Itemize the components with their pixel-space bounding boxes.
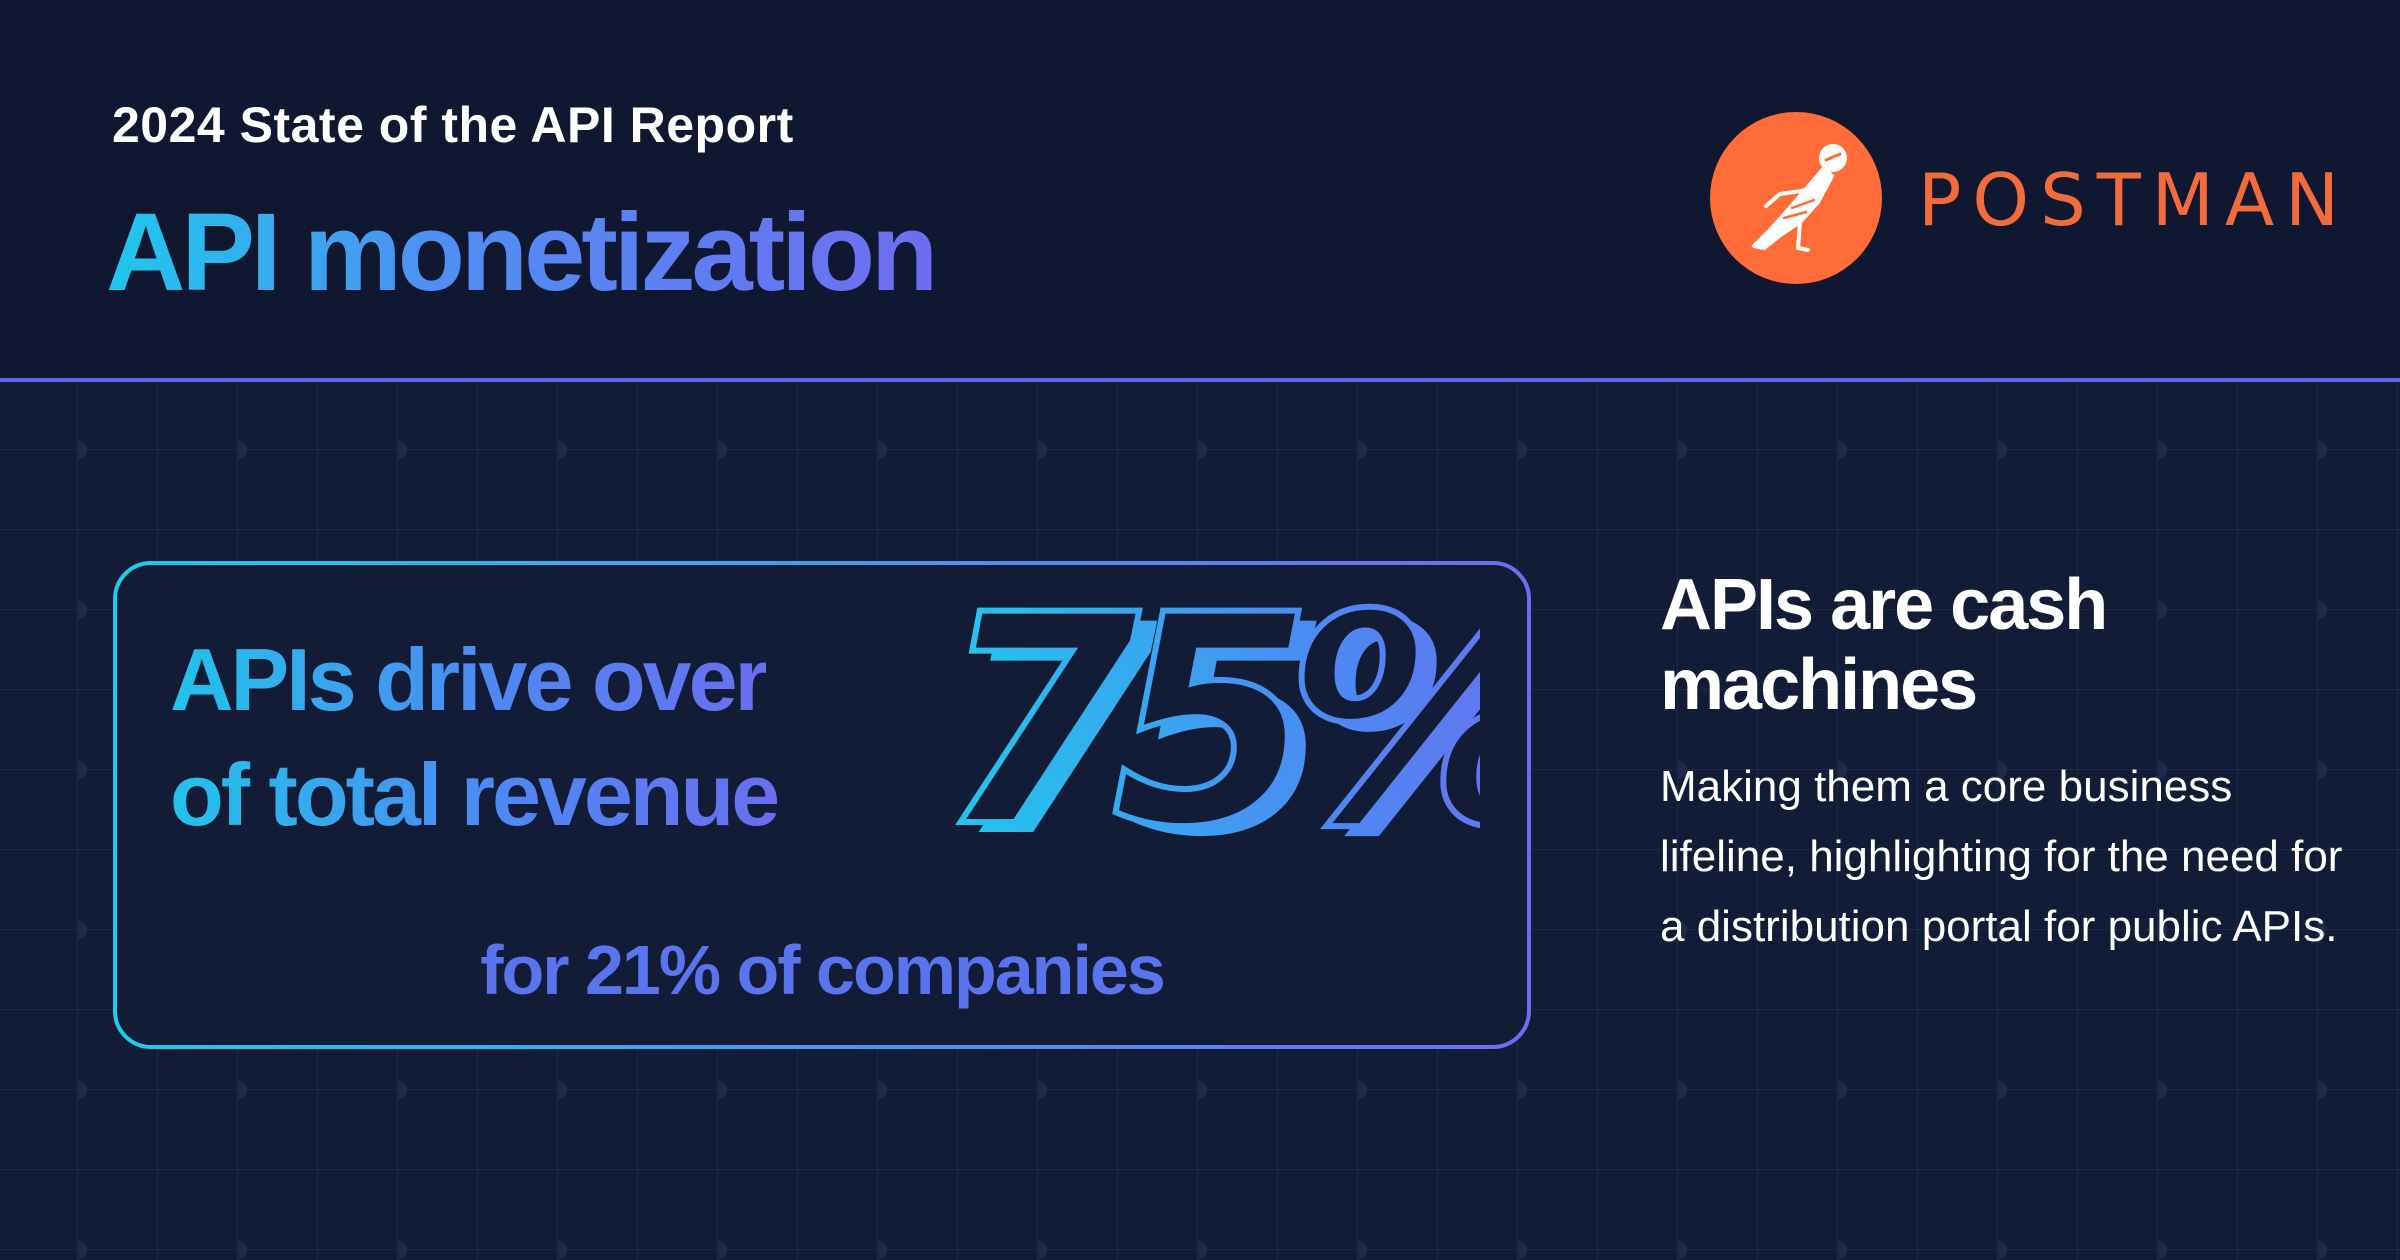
big-stat-number: 75% 75%	[935, 600, 1480, 860]
side-heading: APIs are cash machines	[1660, 565, 2108, 725]
header-divider	[0, 378, 2400, 382]
big-stat-outline: 75%	[938, 600, 1480, 860]
stat-text-line1: APIs drive over	[170, 625, 769, 735]
big-stat-shadow: 75%	[956, 600, 1480, 860]
stat-text-line2: of total revenue	[170, 740, 780, 850]
stat-subtext: for 21% of companies	[480, 931, 1166, 1009]
side-body-text: Making them a core business lifeline, hi…	[1660, 762, 2343, 951]
report-title: 2024 State of the API Report	[112, 97, 794, 153]
postman-logo-icon	[1710, 112, 1882, 284]
stat-card	[113, 561, 1531, 1049]
brand-wordmark: POSTMAN	[1918, 158, 2351, 242]
header-band	[0, 0, 2400, 380]
page-title: API monetization	[106, 188, 938, 318]
